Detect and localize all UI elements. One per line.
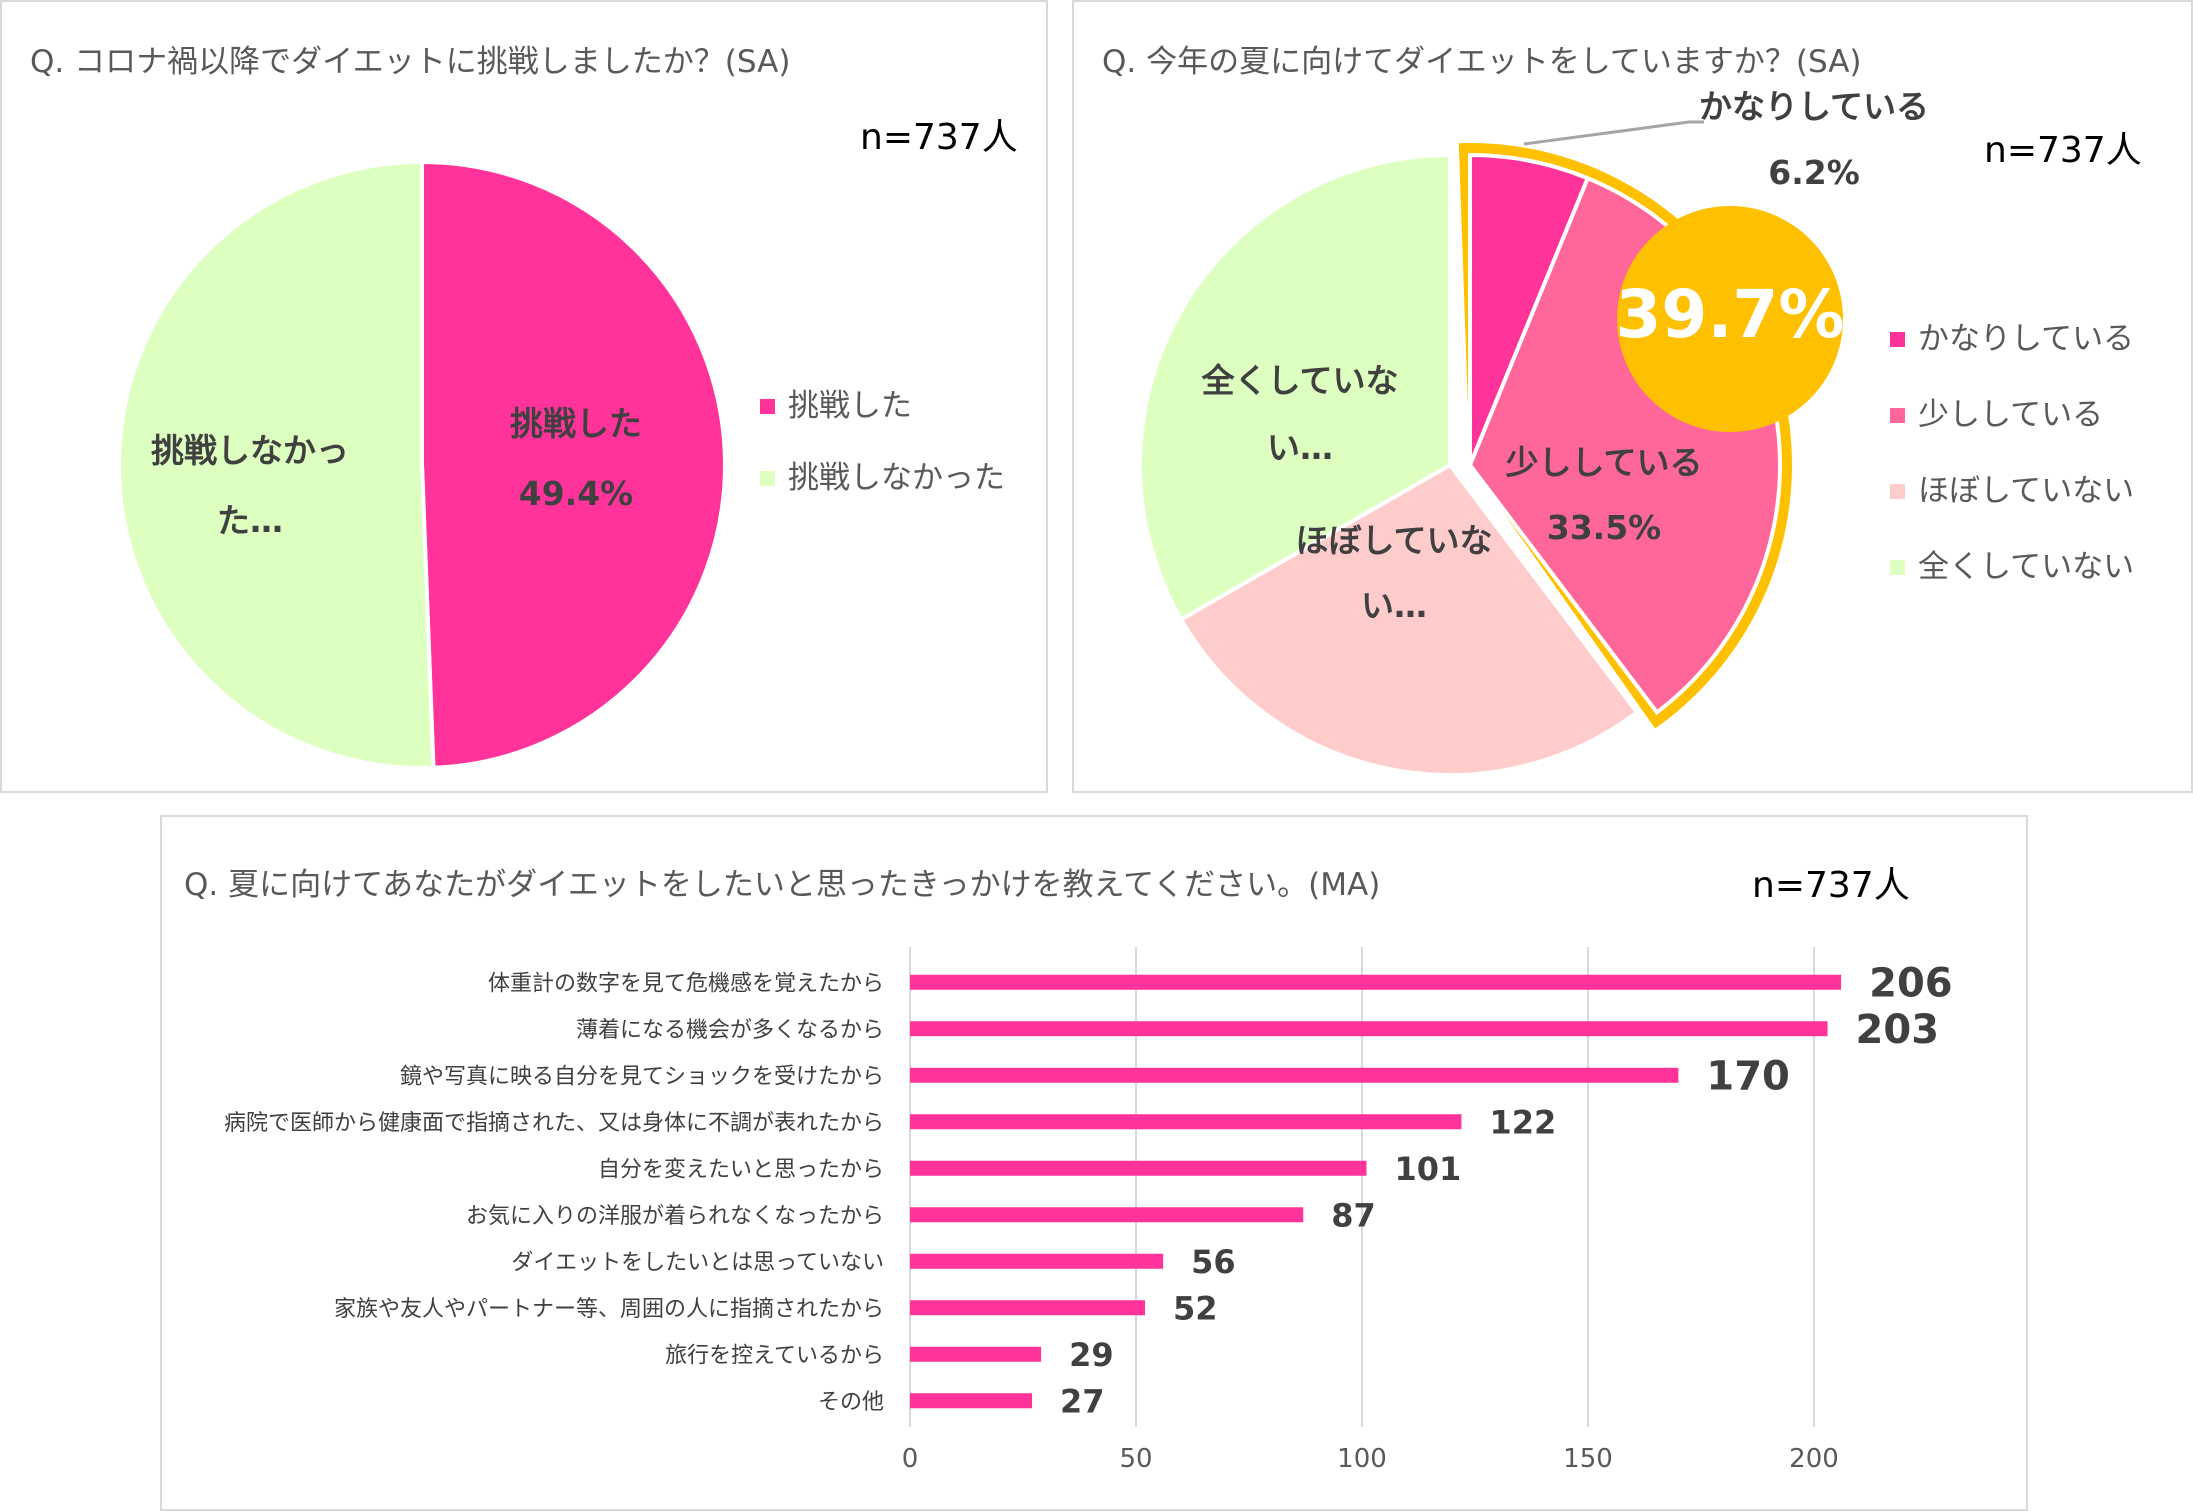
summer-diet-pie-title: Q. 今年の夏に向けてダイエットをしていますか？(SA) — [1102, 44, 1862, 80]
legend-swatch-hardly — [1890, 484, 1905, 499]
bar-8 — [910, 1346, 1042, 1362]
reasons-bar-panel: Q. 夏に向けてあなたがダイエットをしたいと思ったきっかけを教えてください。(M… — [160, 815, 2028, 1511]
summer-diet-pie-chart: Q. 今年の夏に向けてダイエットをしていますか？(SA) n=737人 かなりし… — [1102, 44, 2142, 777]
summer-diet-pie-panel: Q. 今年の夏に向けてダイエットをしていますか？(SA) n=737人 かなりし… — [1072, 0, 2193, 793]
legend-swatch-challenged — [760, 399, 775, 414]
reasons-bar-chart: Q. 夏に向けてあなたがダイエットをしたいと思ったきっかけを教えてください。(M… — [184, 865, 1953, 1474]
leader-line — [1523, 120, 1690, 146]
reasons-bar-title: Q. 夏に向けてあなたがダイエットをしたいと思ったきっかけを教えてください。(M… — [184, 867, 1380, 903]
bar-value-3: 122 — [1489, 1103, 1556, 1141]
pie1-label-challenged-line1: 挑戦した — [510, 404, 642, 443]
pie2-label-a-lot-line1: かなりしている — [1699, 87, 1929, 126]
reasons-bar-sample: n=737人 — [1752, 865, 1910, 906]
pie2-label-a-little-line2: 33.5% — [1547, 508, 1662, 547]
bar-value-4: 101 — [1395, 1150, 1462, 1188]
bar-category-3: 病院で医師から健康面で指摘された、又は身体に不調が表れたから — [224, 1111, 884, 1136]
bar-category-2: 鏡や写真に映る自分を見てショックを受けたから — [400, 1064, 884, 1089]
legend-label-challenged: 挑戦した — [788, 388, 912, 424]
bar-7 — [910, 1300, 1146, 1316]
bar-value-8: 29 — [1069, 1336, 1114, 1374]
legend-label-not-challenged: 挑戦しなかった — [788, 460, 1005, 496]
pie1-label-challenged-line2: 49.4% — [519, 474, 634, 513]
bar-4 — [910, 1160, 1367, 1176]
pie2-label-hardly-line1: ほぼしていな — [1295, 521, 1492, 560]
bar-category-8: 旅行を控えているから — [665, 1343, 884, 1368]
legend-swatch-a-lot — [1890, 332, 1905, 347]
bar-category-5: お気に入りの洋服が着られなくなったから — [466, 1204, 884, 1229]
bar-category-1: 薄着になる機会が多くなるから — [576, 1018, 884, 1043]
x-tick-200: 200 — [1789, 1444, 1839, 1474]
x-tick-0: 0 — [902, 1444, 919, 1474]
pie2-label-a-lot-line2: 6.2% — [1768, 153, 1860, 192]
summer-diet-pie-sample: n=737人 — [1984, 130, 2142, 171]
x-tick-100: 100 — [1337, 1444, 1387, 1474]
challenge-pie-title: Q. コロナ禍以降でダイエットに挑戦しましたか？(SA) — [30, 44, 790, 80]
bar-value-6: 56 — [1191, 1243, 1236, 1281]
pie1-label-not-challenged-line2: た… — [217, 501, 283, 540]
pie2-label-a-little-line1: 少ししている — [1505, 443, 1702, 482]
bar-9 — [910, 1393, 1033, 1409]
challenge-pie-sample: n=737人 — [860, 117, 1018, 158]
bar-category-0: 体重計の数字を見て危機感を覚えたから — [488, 971, 884, 996]
pie1-slice-not-challenged — [117, 159, 436, 770]
legend-swatch-a-little — [1890, 408, 1905, 423]
bar-3 — [910, 1114, 1462, 1130]
bar-6 — [910, 1253, 1164, 1269]
legend-label-not-at-all: 全くしていない — [1918, 549, 2134, 585]
bar-value-9: 27 — [1060, 1382, 1105, 1420]
bar-2 — [910, 1067, 1679, 1083]
bar-category-4: 自分を変えたいと思ったから — [598, 1157, 884, 1182]
pie2-label-hardly-line2: い… — [1361, 586, 1427, 625]
bar-value-7: 52 — [1173, 1289, 1218, 1327]
bar-value-1: 203 — [1856, 1007, 1940, 1053]
pie2-label-not-at-all-line1: 全くしていな — [1200, 361, 1398, 400]
bar-category-9: その他 — [818, 1390, 884, 1415]
bar-category-7: 家族や友人やパートナー等、周囲の人に指摘されたから — [334, 1297, 884, 1322]
legend-swatch-not-challenged — [760, 471, 775, 486]
legend-swatch-not-at-all — [1890, 560, 1905, 575]
legend-label-a-little: 少ししている — [1918, 397, 2103, 433]
bar-value-5: 87 — [1331, 1196, 1376, 1234]
legend-label-a-lot: かなりしている — [1918, 321, 2134, 357]
bar-0 — [910, 974, 1842, 990]
pie2-slice-hardly — [1178, 462, 1640, 777]
legend-label-hardly: ほぼしていない — [1918, 473, 2134, 509]
highlight-bubble — [1617, 206, 1843, 432]
bar-value-0: 206 — [1869, 961, 1953, 1007]
highlight-total: 39.7% — [1616, 276, 1845, 353]
challenge-pie-chart: Q. コロナ禍以降でダイエットに挑戦しましたか？(SA) n=737人 挑戦しな… — [30, 44, 1018, 770]
bar-1 — [910, 1021, 1828, 1037]
pie1-slice-challenged — [420, 159, 728, 770]
pie2-slice-not-at-all — [1138, 152, 1452, 623]
x-tick-50: 50 — [1119, 1444, 1152, 1474]
pie1-label-not-challenged-line1: 挑戦しなかっ — [151, 431, 349, 470]
x-tick-150: 150 — [1563, 1444, 1613, 1474]
challenge-pie-panel: Q. コロナ禍以降でダイエットに挑戦しましたか？(SA) n=737人 挑戦しな… — [0, 0, 1048, 793]
bar-value-2: 170 — [1706, 1054, 1790, 1100]
pie2-label-not-at-all-line2: い… — [1267, 428, 1333, 467]
bar-category-6: ダイエットをしたいとは思っていない — [511, 1250, 884, 1275]
pie2-slice-a-lot — [1468, 152, 1591, 466]
bar-5 — [910, 1207, 1304, 1223]
